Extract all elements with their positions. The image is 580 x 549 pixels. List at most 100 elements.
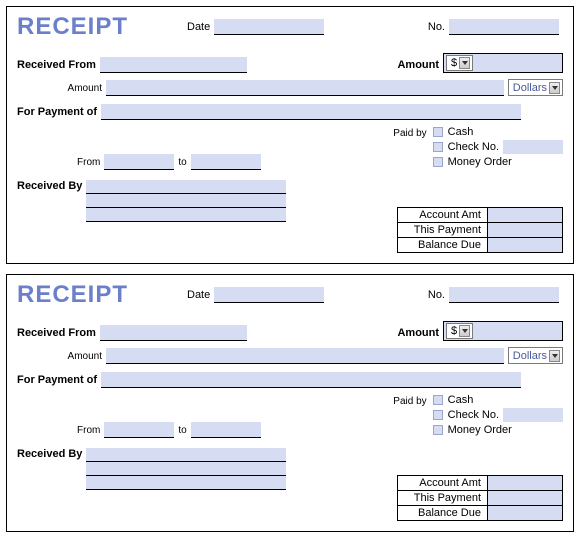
no-field[interactable] [449,287,559,303]
receipt-title: RECEIPT [17,281,128,309]
account-table: Account Amt This Payment Balance Due [397,475,563,521]
check-no-field[interactable] [503,408,563,422]
received-from-field[interactable] [100,325,247,341]
balance-due-field[interactable] [488,238,563,253]
receipt-form: RECEIPT Date No. Received From Amount $ … [6,274,574,532]
amount-line-row: Amount Dollars [17,347,563,364]
table-row: This Payment [398,223,563,238]
from-field[interactable] [104,154,174,170]
date-field[interactable] [214,19,324,35]
paid-check-option[interactable]: Check No. [433,140,563,154]
balance-due-label: Balance Due [398,506,488,521]
for-payment-row: For Payment of [17,104,563,120]
checkbox-icon [433,395,443,405]
date-label: Date [187,289,210,303]
table-row: Balance Due [398,506,563,521]
money-order-label: Money Order [448,156,512,168]
received-by-field[interactable] [86,476,286,490]
table-row: Account Amt [398,476,563,491]
money-order-label: Money Order [448,424,512,436]
no-field[interactable] [449,19,559,35]
this-payment-label: This Payment [398,223,488,238]
amount-line-field[interactable] [106,348,504,364]
table-row: Balance Due [398,238,563,253]
from-field[interactable] [104,422,174,438]
this-payment-field[interactable] [488,491,563,506]
amount-line-row: Amount Dollars [17,79,563,96]
checkbox-icon [433,410,443,420]
no-label: No. [428,21,445,35]
paid-by-block: Paid by Cash Check No. Money Order [393,394,563,438]
table-row: This Payment [398,491,563,506]
this-payment-field[interactable] [488,223,563,238]
dollars-label: Dollars [513,350,547,362]
date-no-row: Date No. [187,15,563,35]
received-by-field[interactable] [86,180,286,194]
received-by-field[interactable] [86,208,286,222]
currency-symbol: $ [451,324,457,338]
to-label: to [178,425,186,438]
from-label: From [77,425,100,438]
checkbox-icon [433,127,443,137]
from-to-row: From to Paid by Cash Check No. Money Ord… [17,394,563,438]
received-by-lines [86,180,286,222]
dollars-select[interactable]: Dollars [508,347,563,364]
to-field[interactable] [191,154,261,170]
chevron-down-icon [459,57,470,69]
check-no-field[interactable] [503,140,563,154]
account-table: Account Amt This Payment Balance Due [397,207,563,253]
paid-by-options: Cash Check No. Money Order [433,126,563,170]
balance-due-label: Balance Due [398,238,488,253]
received-by-field[interactable] [86,448,286,462]
cash-label: Cash [448,394,474,406]
paid-check-option[interactable]: Check No. [433,408,563,422]
dollars-label: Dollars [513,82,547,94]
received-by-lines [86,448,286,490]
checkbox-icon [433,142,443,152]
account-amt-field[interactable] [488,476,563,491]
paid-money-order-option[interactable]: Money Order [433,156,563,168]
paid-cash-option[interactable]: Cash [433,126,563,138]
checkbox-icon [433,157,443,167]
paid-by-label: Paid by [393,126,426,141]
received-by-field[interactable] [86,462,286,476]
this-payment-label: This Payment [398,491,488,506]
paid-money-order-option[interactable]: Money Order [433,424,563,436]
received-by-label: Received By [17,180,82,194]
paid-cash-option[interactable]: Cash [433,394,563,406]
amount-box[interactable]: $ [443,53,563,73]
check-no-label: Check No. [448,141,499,153]
for-payment-field[interactable] [101,104,521,120]
date-no-row: Date No. [187,283,563,303]
account-amt-field[interactable] [488,208,563,223]
chevron-down-icon [549,350,560,362]
for-payment-row: For Payment of [17,372,563,388]
received-from-label: Received From [17,327,96,341]
received-by-label: Received By [17,448,82,462]
to-label: to [178,157,186,170]
cash-label: Cash [448,126,474,138]
amount-box[interactable]: $ [443,321,563,341]
currency-select[interactable]: $ [446,55,473,71]
currency-symbol: $ [451,56,457,70]
currency-select[interactable]: $ [446,323,473,339]
for-payment-field[interactable] [101,372,521,388]
to-field[interactable] [191,422,261,438]
chevron-down-icon [459,325,470,337]
paid-by-block: Paid by Cash Check No. Money Order [393,126,563,170]
date-field[interactable] [214,287,324,303]
received-from-row: Received From Amount $ [17,321,563,341]
receipt-form: RECEIPT Date No. Received From Amount $ … [6,6,574,264]
dollars-select[interactable]: Dollars [508,79,563,96]
received-by-field[interactable] [86,194,286,208]
for-payment-label: For Payment of [17,106,97,120]
amount-line-label: Amount [17,351,102,364]
received-from-label: Received From [17,59,96,73]
amount-line-label: Amount [17,83,102,96]
from-label: From [77,157,100,170]
amount-label: Amount [397,59,439,73]
balance-due-field[interactable] [488,506,563,521]
amount-line-field[interactable] [106,80,504,96]
check-no-label: Check No. [448,409,499,421]
received-from-field[interactable] [100,57,247,73]
